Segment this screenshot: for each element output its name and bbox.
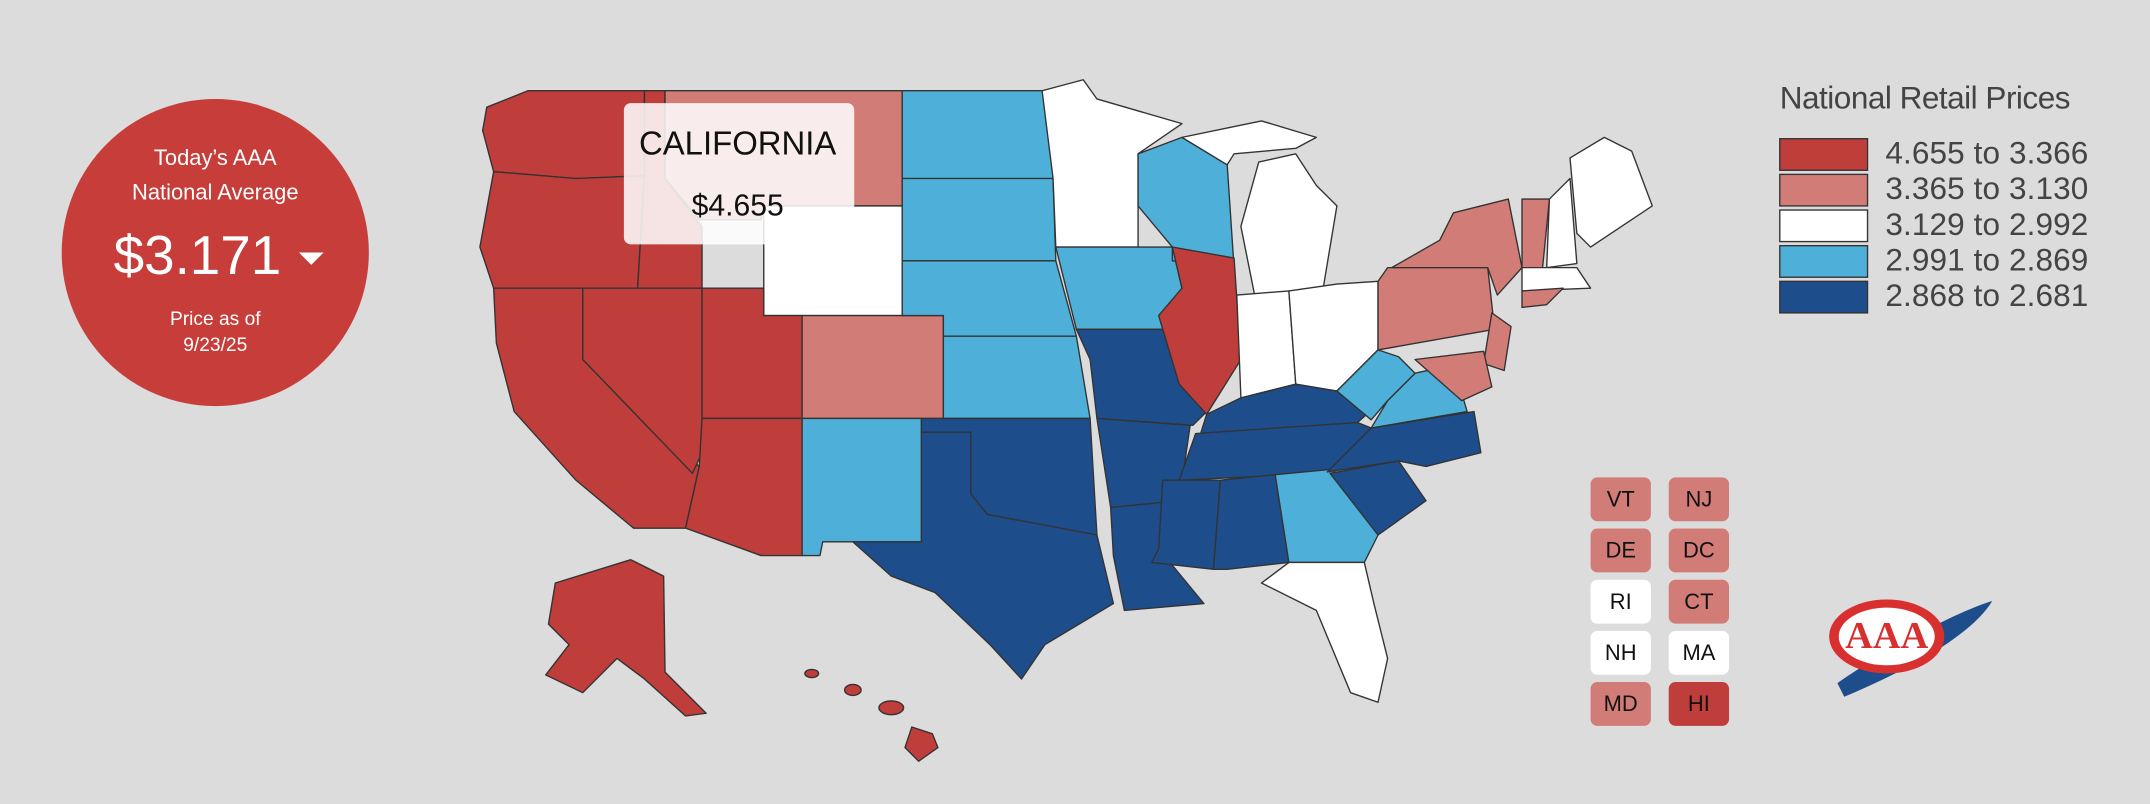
logo-oval-inner [1838, 607, 1935, 666]
state[interactable] [481, 90, 646, 180]
logo-text: AAA [1845, 615, 1928, 657]
badge-heading: National Average [132, 179, 299, 204]
state[interactable] [479, 170, 646, 289]
state[interactable] [1545, 177, 1578, 269]
state-box[interactable] [1590, 579, 1651, 624]
date: 9/23/25 [183, 335, 247, 356]
state[interactable] [1391, 198, 1523, 296]
state-box[interactable] [1590, 528, 1651, 573]
state-box-label: NJ [1685, 487, 1712, 512]
state[interactable] [804, 668, 820, 679]
state[interactable] [1157, 246, 1242, 416]
small-states: VT NJ DE DC RI CT NH MA MD HI [1590, 477, 1730, 726]
legend-swatch [1779, 173, 1869, 207]
legend-swatch [1779, 280, 1869, 314]
state-box-label: CT [1684, 589, 1713, 614]
legend-swatch [1779, 209, 1869, 243]
state-box-label: NH [1605, 640, 1637, 665]
state[interactable] [1240, 153, 1338, 296]
legend-label: 3.365 to 3.130 [1885, 170, 2088, 206]
state[interactable] [1181, 120, 1318, 166]
state[interactable] [582, 287, 703, 474]
down-arrow [298, 252, 324, 265]
legend-label: 2.868 to 2.681 [1885, 277, 2088, 313]
legend-label: 2.991 to 2.869 [1885, 241, 2088, 277]
state-box-label: DE [1606, 538, 1636, 563]
state-box[interactable] [1668, 630, 1730, 675]
state[interactable] [801, 417, 923, 557]
aaa-logo: AAA [1829, 599, 1993, 697]
state[interactable] [1482, 312, 1512, 372]
badge-heading: Today’s AAA [154, 145, 277, 170]
state-box[interactable] [1668, 528, 1730, 573]
average-badge [61, 98, 369, 407]
legend-swatch [1779, 138, 1869, 171]
state[interactable] [1212, 473, 1290, 570]
state-box-label: MD [1604, 691, 1638, 716]
state-box-label: HI [1688, 691, 1710, 716]
state[interactable] [1414, 350, 1493, 402]
state[interactable] [904, 726, 939, 762]
state[interactable] [1274, 468, 1379, 564]
legend-label: 4.655 to 3.366 [1885, 135, 2088, 171]
state-box[interactable] [1590, 681, 1651, 726]
legend-swatch [1779, 245, 1869, 278]
hawaii [804, 668, 939, 762]
state[interactable] [1151, 479, 1222, 570]
state[interactable] [878, 700, 905, 716]
tooltip-state: CALIFORNIA [639, 124, 836, 161]
state[interactable] [1569, 136, 1653, 248]
state[interactable] [1377, 266, 1496, 351]
legend-title: National Retail Prices [1780, 80, 2071, 116]
state[interactable] [1236, 290, 1297, 399]
date-label: Price as of [170, 309, 261, 330]
state[interactable] [1521, 287, 1564, 309]
state[interactable] [843, 683, 862, 697]
state[interactable] [901, 177, 1057, 262]
state[interactable] [801, 314, 945, 420]
state-box-label: VT [1607, 487, 1635, 512]
average-price: $3.171 [114, 224, 282, 286]
state-box[interactable] [1668, 681, 1730, 726]
state-box-label: RI [1610, 589, 1632, 614]
state[interactable] [1521, 266, 1592, 292]
state-box-label: MA [1682, 640, 1715, 665]
state-box[interactable] [1590, 477, 1651, 522]
state[interactable] [901, 90, 1054, 180]
state-box[interactable] [1668, 477, 1730, 522]
legend-label: 3.129 to 2.992 [1885, 206, 2088, 242]
state-box[interactable] [1668, 579, 1730, 624]
state[interactable] [1260, 561, 1389, 703]
state[interactable] [852, 431, 1115, 680]
state-box-label: DC [1683, 538, 1715, 563]
state[interactable] [942, 335, 1091, 420]
state[interactable] [684, 417, 803, 557]
tooltip-price: $4.655 [692, 189, 784, 222]
tooltip [623, 103, 855, 245]
state[interactable] [545, 558, 707, 717]
state-box[interactable] [1590, 630, 1651, 675]
